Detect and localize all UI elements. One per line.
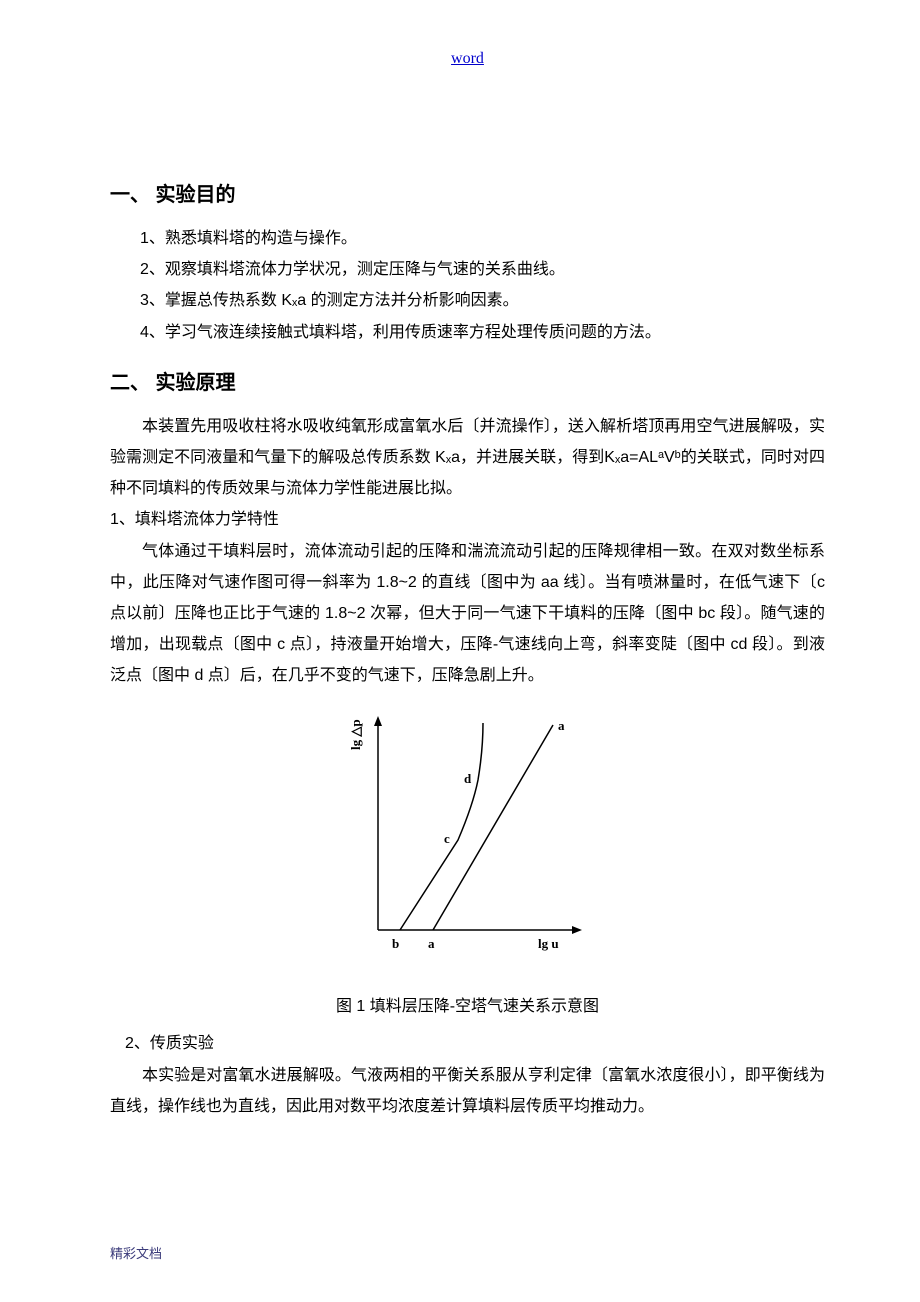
svg-text:a: a — [428, 936, 435, 951]
footer-text: 精彩文档 — [110, 1243, 162, 1262]
section2-para1: 本装置先用吸收柱将水吸收纯氧形成富氧水后〔并流操作〕，送入解析塔顶再用空气进展解… — [110, 411, 825, 505]
header-link[interactable]: word — [110, 50, 825, 68]
section3-sub: 2、传质实验 — [110, 1028, 825, 1059]
section2-sub1: 1、填料塔流体力学特性 — [110, 504, 825, 535]
section1-item4: 4、学习气液连续接触式填料塔，利用传质速率方程处理传质问题的方法。 — [110, 317, 825, 348]
section1-heading: 一、 实验目的 — [110, 178, 825, 207]
svg-text:lg △p: lg △p — [348, 720, 363, 751]
figure-container: lg △p lg u a a b c d — [110, 705, 825, 970]
section1-item3: 3、掌握总传热系数 Kₓa 的测定方法并分析影响因素。 — [110, 285, 825, 316]
figure-svg: lg △p lg u a a b c d — [328, 705, 608, 965]
section2-para2: 气体通过干填料层时，流体流动引起的压降和湍流流动引起的压降规律相一致。在双对数坐… — [110, 536, 825, 692]
svg-text:lg u: lg u — [538, 936, 559, 951]
section2-heading: 二、 实验原理 — [110, 366, 825, 395]
section1-item2: 2、观察填料塔流体力学状况，测定压降与气速的关系曲线。 — [110, 254, 825, 285]
svg-text:d: d — [464, 771, 472, 786]
svg-text:c: c — [444, 831, 450, 846]
svg-text:a: a — [558, 718, 565, 733]
section3-para1: 本实验是对富氧水进展解吸。气液两相的平衡关系服从亨利定律〔富氧水浓度很小〕，即平… — [110, 1060, 825, 1122]
section1-item1: 1、熟悉填料塔的构造与操作。 — [110, 223, 825, 254]
svg-text:b: b — [392, 936, 399, 951]
figure-caption: 图 1 填料层压降-空塔气速关系示意图 — [110, 992, 825, 1016]
